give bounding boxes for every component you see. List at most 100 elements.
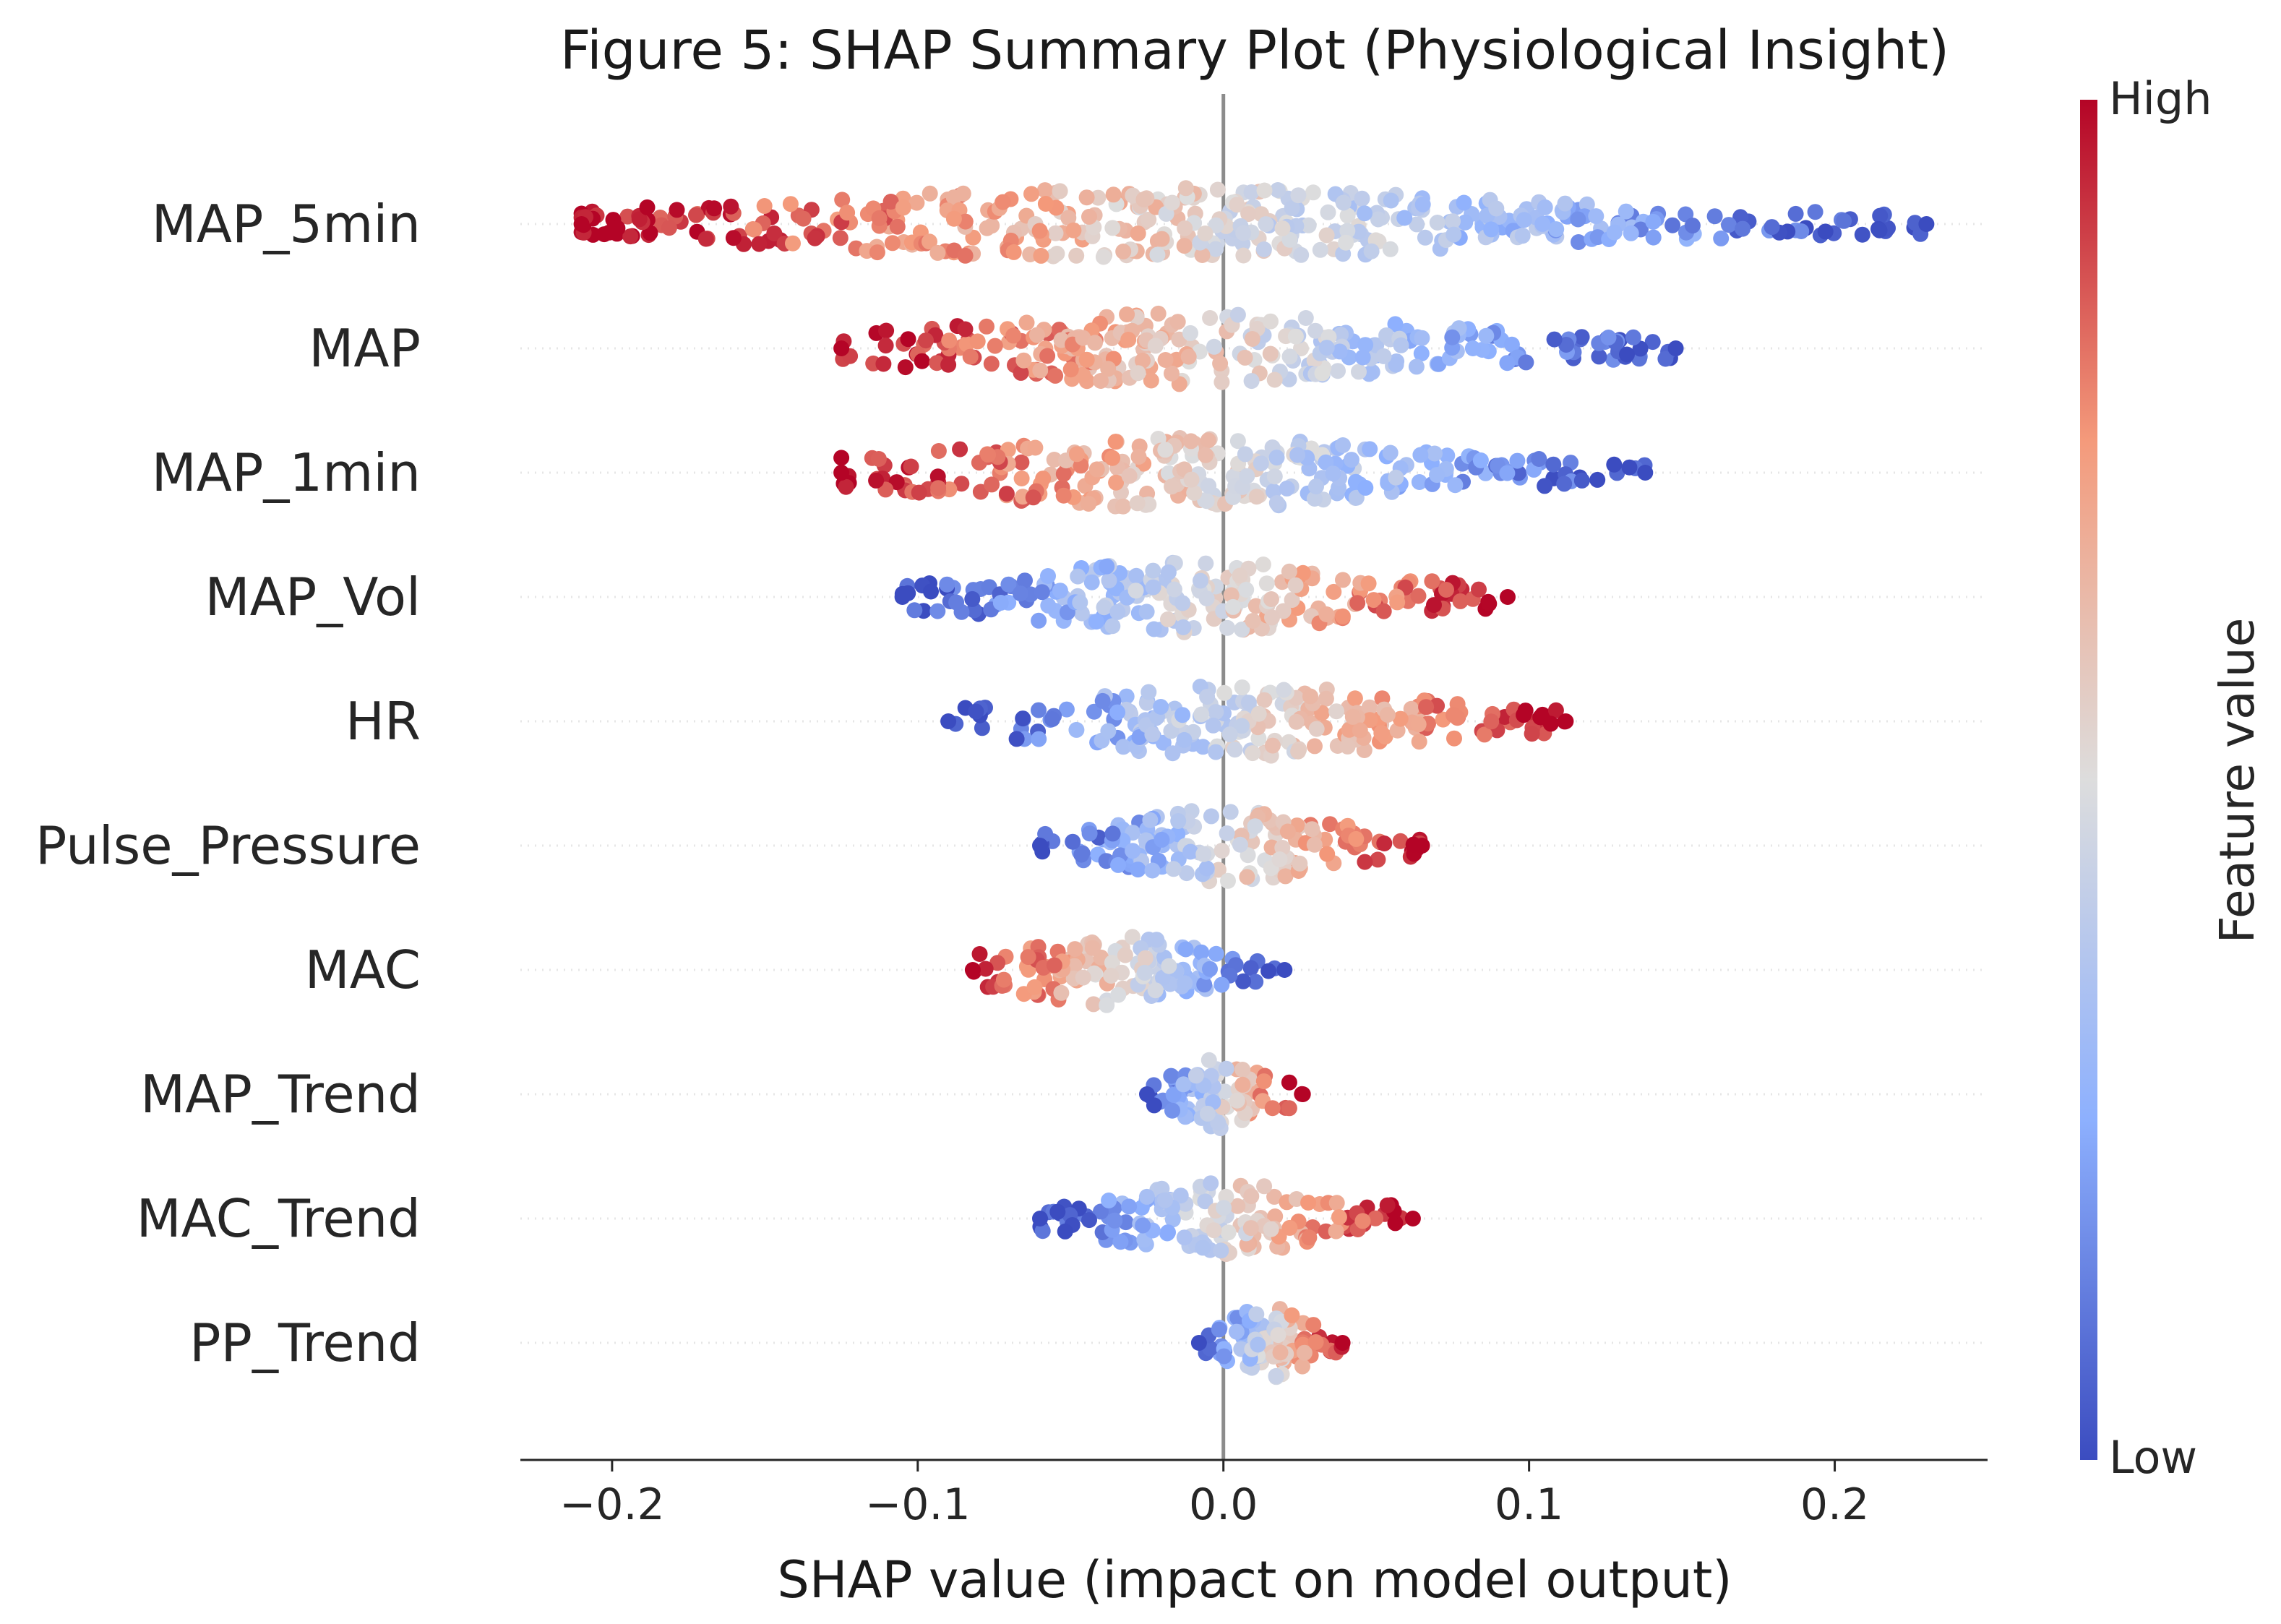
shap-point [1163,723,1180,739]
shap-point [1052,183,1068,199]
shap-point [1721,217,1737,233]
shap-point [1234,622,1250,637]
shap-point [1452,593,1469,609]
shap-point [1073,846,1090,863]
x-tick-label: 0.1 [1495,1479,1563,1530]
x-tick-label: −0.1 [865,1479,971,1530]
shap-point [1213,374,1230,390]
shap-point [1294,1358,1310,1375]
shap-point [1135,352,1151,369]
shap-point [1591,348,1607,365]
shap-point [1499,465,1516,481]
shap-point [1438,582,1454,598]
shap-point [1018,314,1035,331]
shap-point [906,602,923,619]
shap-point [1121,1198,1138,1215]
shap-point [1334,1335,1351,1351]
shap-point [1352,722,1368,739]
shap-point [1854,226,1870,243]
shap-point [1086,996,1101,1013]
shap-point [1164,478,1180,495]
shap-point [1099,558,1115,575]
shap-point [1328,1223,1344,1240]
shap-point [1392,833,1409,849]
shap-point [1035,471,1052,487]
shap-point [878,322,895,339]
shap-point [1270,182,1286,198]
shap-point [941,332,958,349]
shap-point [1245,745,1261,762]
shap-point [1033,247,1049,264]
shap-point [1218,1060,1234,1077]
shap-point [1108,474,1125,491]
shap-point [1235,225,1252,241]
shap-point [1060,210,1077,226]
shap-point [1365,592,1382,609]
shap-point [1335,572,1351,588]
shap-point [1160,1224,1176,1241]
shap-point [1426,597,1442,614]
shap-point [882,194,899,210]
x-tick-label: 0.0 [1189,1479,1258,1530]
shap-point [1446,730,1462,747]
shap-point [1129,495,1146,512]
shap-point [1119,306,1135,322]
shap-point [1258,216,1274,233]
shap-point [1318,227,1335,244]
shap-point [1200,432,1216,449]
shap-point [1138,1188,1155,1205]
shap-point [1570,211,1586,228]
shap-point [1266,1188,1283,1205]
shap-point [1146,621,1162,637]
shap-point [1017,572,1033,589]
shap-point [1255,557,1271,572]
shap-point [1735,220,1751,237]
shap-point [1284,1307,1300,1323]
shap-point [1713,230,1730,246]
feature-label-map-5min: MAP_5min [152,194,421,254]
shap-point [1817,223,1834,240]
shap-point [1408,358,1425,375]
shap-point [1253,455,1269,472]
shap-point [1514,228,1531,244]
shap-point [1047,225,1064,241]
shap-point [1545,456,1562,473]
shap-point [1031,731,1047,747]
shap-point [839,205,856,221]
shap-point [1177,975,1193,992]
shap-point [1284,200,1300,216]
shap-point [979,220,995,236]
shap-point [751,236,768,252]
shap-point [1084,940,1101,956]
shap-point [1382,241,1399,257]
shap-point [1411,474,1427,490]
colorbar-gradient [2080,100,2097,1460]
shap-point [688,207,704,223]
shap-point [1263,1221,1279,1237]
shap-point [1177,941,1194,958]
shap-point [894,589,911,605]
shap-point [1216,1348,1232,1365]
shap-point [1031,702,1047,718]
shap-point [1243,1188,1260,1205]
shap-point [1143,372,1159,389]
shap-point [1046,957,1062,974]
shap-point [1379,1197,1396,1213]
shap-point [1248,1306,1265,1323]
shap-point [964,962,981,978]
shap-point [1130,225,1146,241]
shap-point [1067,941,1083,958]
shap-point [1157,442,1174,458]
shap-point [1247,818,1263,835]
shap-point [1483,713,1500,730]
shap-point [1255,1073,1272,1090]
shap-point [930,480,947,497]
shap-point [723,198,739,215]
shap-point [1387,1215,1404,1232]
shap-point [1518,354,1534,371]
shap-point [1075,330,1091,346]
shap-point [1138,603,1155,620]
shap-point [1193,572,1208,589]
shap-point [622,228,639,245]
shap-point [1232,567,1248,584]
